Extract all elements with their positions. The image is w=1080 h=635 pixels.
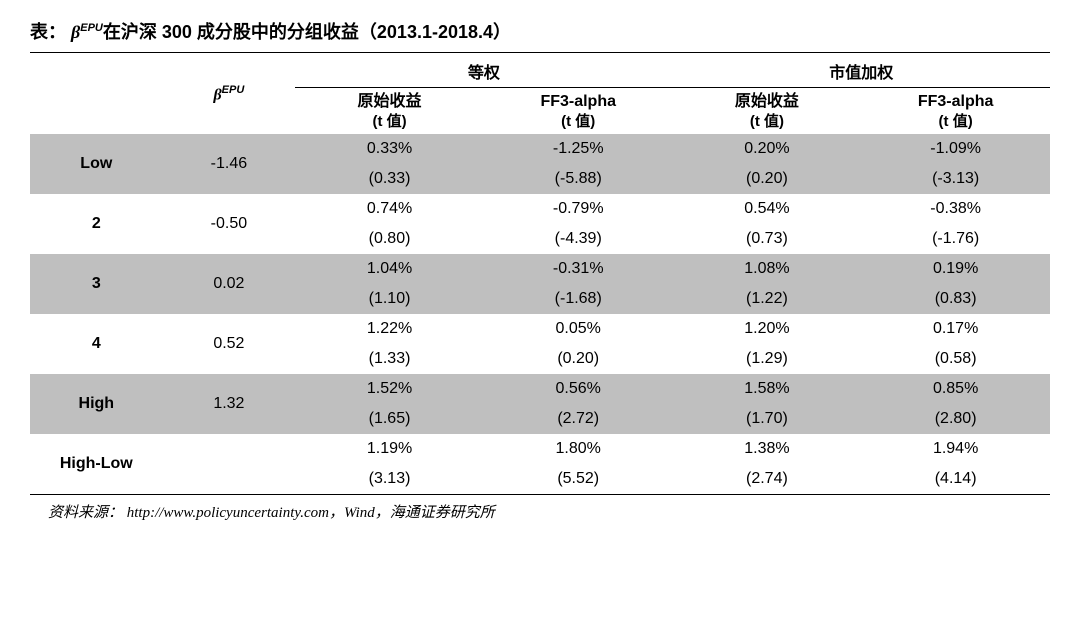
row-beta: 0.02 bbox=[163, 254, 296, 314]
cell-value: 1.58% bbox=[673, 374, 862, 404]
cell-value: 0.74% bbox=[295, 194, 484, 224]
cell-tvalue: (0.20) bbox=[484, 344, 673, 374]
cell-value: 0.33% bbox=[295, 134, 484, 164]
cell-tvalue: (-5.88) bbox=[484, 164, 673, 194]
header-group-mktcap: 市值加权 bbox=[673, 53, 1050, 88]
cell-value: 0.17% bbox=[861, 314, 1050, 344]
cell-tvalue: (1.70) bbox=[673, 404, 862, 434]
cell-tvalue: (0.83) bbox=[861, 284, 1050, 314]
cell-value: -0.31% bbox=[484, 254, 673, 284]
cell-tvalue: (1.65) bbox=[295, 404, 484, 434]
cell-value: 0.85% bbox=[861, 374, 1050, 404]
cell-tvalue: (1.29) bbox=[673, 344, 862, 374]
header-group-equal: 等权 bbox=[295, 53, 672, 88]
cell-value: -0.38% bbox=[861, 194, 1050, 224]
header-beta: βEPU bbox=[163, 53, 296, 134]
cell-tvalue: (-4.39) bbox=[484, 224, 673, 254]
returns-table: βEPU 等权 市值加权 原始收益 (t 值) FF3-alpha (t 值) … bbox=[30, 53, 1050, 494]
title-beta: β bbox=[71, 22, 80, 42]
row-label: High bbox=[30, 374, 163, 434]
cell-tvalue: (4.14) bbox=[861, 464, 1050, 494]
row-label: 4 bbox=[30, 314, 163, 374]
header-raw-2: 原始收益 (t 值) bbox=[673, 88, 862, 135]
cell-value: 1.19% bbox=[295, 434, 484, 464]
cell-tvalue: (1.10) bbox=[295, 284, 484, 314]
cell-value: 0.19% bbox=[861, 254, 1050, 284]
cell-tvalue: (-3.13) bbox=[861, 164, 1050, 194]
title-sup: EPU bbox=[80, 22, 103, 34]
cell-value: 1.20% bbox=[673, 314, 862, 344]
header-raw-1: 原始收益 (t 值) bbox=[295, 88, 484, 135]
cell-tvalue: (0.20) bbox=[673, 164, 862, 194]
cell-tvalue: (0.33) bbox=[295, 164, 484, 194]
header-ff3-1: FF3-alpha (t 值) bbox=[484, 88, 673, 135]
cell-tvalue: (0.73) bbox=[673, 224, 862, 254]
cell-tvalue: (5.52) bbox=[484, 464, 673, 494]
cell-value: 1.04% bbox=[295, 254, 484, 284]
header-blank bbox=[30, 53, 163, 134]
cell-tvalue: (3.13) bbox=[295, 464, 484, 494]
title-rest: 在沪深 300 成分股中的分组收益（2013.1-2018.4） bbox=[103, 22, 511, 42]
row-label: Low bbox=[30, 134, 163, 194]
cell-value: 0.20% bbox=[673, 134, 862, 164]
row-beta: 1.32 bbox=[163, 374, 296, 434]
cell-tvalue: (-1.76) bbox=[861, 224, 1050, 254]
cell-value: 1.94% bbox=[861, 434, 1050, 464]
cell-value: -1.09% bbox=[861, 134, 1050, 164]
cell-tvalue: (-1.68) bbox=[484, 284, 673, 314]
table-title: 表： βEPU在沪深 300 成分股中的分组收益（2013.1-2018.4） bbox=[30, 12, 1050, 53]
row-beta: -0.50 bbox=[163, 194, 296, 254]
row-label: High-Low bbox=[30, 434, 163, 494]
cell-value: -1.25% bbox=[484, 134, 673, 164]
row-beta: 0.52 bbox=[163, 314, 296, 374]
header-ff3-2: FF3-alpha (t 值) bbox=[861, 88, 1050, 135]
cell-value: 1.80% bbox=[484, 434, 673, 464]
source-text: 资料来源： http://www.policyuncertainty.com，W… bbox=[30, 495, 1050, 522]
cell-tvalue: (2.72) bbox=[484, 404, 673, 434]
cell-tvalue: (1.22) bbox=[673, 284, 862, 314]
row-beta: -1.46 bbox=[163, 134, 296, 194]
row-label: 2 bbox=[30, 194, 163, 254]
cell-value: 0.54% bbox=[673, 194, 862, 224]
cell-value: 0.05% bbox=[484, 314, 673, 344]
title-prefix: 表： bbox=[30, 22, 66, 42]
cell-value: 1.38% bbox=[673, 434, 862, 464]
cell-tvalue: (0.58) bbox=[861, 344, 1050, 374]
cell-tvalue: (0.80) bbox=[295, 224, 484, 254]
cell-tvalue: (1.33) bbox=[295, 344, 484, 374]
cell-value: 1.52% bbox=[295, 374, 484, 404]
cell-value: 1.22% bbox=[295, 314, 484, 344]
row-label: 3 bbox=[30, 254, 163, 314]
cell-tvalue: (2.74) bbox=[673, 464, 862, 494]
cell-value: 0.56% bbox=[484, 374, 673, 404]
cell-value: 1.08% bbox=[673, 254, 862, 284]
cell-value: -0.79% bbox=[484, 194, 673, 224]
cell-tvalue: (2.80) bbox=[861, 404, 1050, 434]
row-beta bbox=[163, 434, 296, 494]
